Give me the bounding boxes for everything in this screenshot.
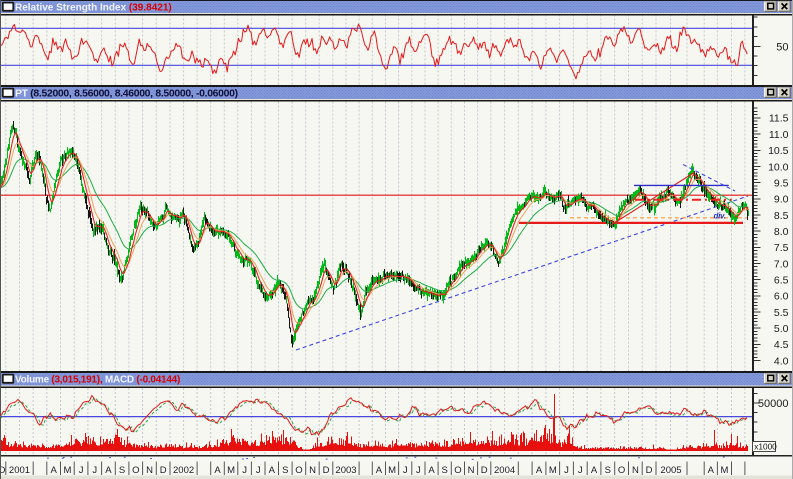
- svg-text:PT (8.52000, 8.56000, 8.46000,: PT (8.52000, 8.56000, 8.46000, 8.50000, …: [15, 88, 238, 99]
- svg-text:A: A: [105, 465, 112, 476]
- svg-text:J: J: [92, 465, 97, 476]
- svg-text:5.0: 5.0: [774, 323, 789, 335]
- svg-text:N: N: [309, 465, 316, 476]
- svg-text:M: M: [388, 465, 396, 476]
- svg-text:O: O: [454, 465, 461, 476]
- svg-text:J: J: [578, 465, 583, 476]
- svg-text:O: O: [618, 465, 625, 476]
- svg-text:50000: 50000: [758, 398, 789, 410]
- svg-text:6.0: 6.0: [774, 291, 789, 303]
- svg-text:A: A: [376, 465, 383, 476]
- svg-text:J: J: [564, 465, 569, 476]
- svg-text:N: N: [146, 465, 153, 476]
- svg-text:A: A: [269, 465, 276, 476]
- svg-text:A: A: [591, 465, 598, 476]
- svg-text:x1000: x1000: [754, 442, 777, 452]
- svg-text:7.5: 7.5: [774, 242, 789, 254]
- svg-text:8.0: 8.0: [774, 226, 789, 238]
- svg-text:A: A: [214, 465, 221, 476]
- svg-text:11.5: 11.5: [769, 113, 789, 125]
- svg-text:A: A: [536, 465, 543, 476]
- svg-text:11.0: 11.0: [769, 129, 789, 141]
- svg-text:6.5: 6.5: [774, 275, 789, 287]
- svg-text:N: N: [632, 465, 639, 476]
- svg-text:O: O: [295, 465, 302, 476]
- svg-text:A: A: [708, 465, 715, 476]
- svg-text:10.5: 10.5: [768, 145, 789, 157]
- svg-text:J: J: [256, 465, 261, 476]
- svg-text:2001: 2001: [9, 465, 30, 476]
- svg-text:7.0: 7.0: [774, 258, 789, 270]
- svg-text:2005: 2005: [660, 465, 681, 476]
- svg-text:M: M: [549, 465, 557, 476]
- svg-text:D: D: [0, 465, 6, 476]
- svg-text:S: S: [282, 465, 288, 476]
- svg-text:9.5: 9.5: [774, 177, 789, 189]
- svg-text:D: D: [323, 465, 330, 476]
- svg-text:4.5: 4.5: [774, 339, 789, 351]
- svg-text:50: 50: [776, 42, 788, 54]
- svg-text:9.0: 9.0: [774, 194, 789, 206]
- svg-text:M: M: [721, 465, 729, 476]
- svg-text:D: D: [160, 465, 167, 476]
- svg-text:M: M: [63, 465, 71, 476]
- svg-text:4.0: 4.0: [774, 355, 789, 367]
- svg-text:10.0: 10.0: [768, 161, 789, 173]
- svg-text:N: N: [468, 465, 475, 476]
- svg-text:S: S: [605, 465, 611, 476]
- svg-text:div.: div.: [714, 212, 726, 221]
- svg-text:2004: 2004: [494, 465, 515, 476]
- svg-text:5.5: 5.5: [774, 307, 789, 319]
- svg-text:S: S: [119, 465, 125, 476]
- svg-text:J: J: [416, 465, 421, 476]
- svg-text:A: A: [51, 465, 58, 476]
- svg-text:M: M: [227, 465, 235, 476]
- svg-text:2003: 2003: [335, 465, 356, 476]
- svg-text:J: J: [242, 465, 247, 476]
- svg-text:J: J: [79, 465, 84, 476]
- svg-text:S: S: [442, 465, 448, 476]
- svg-text:Volume (3,015,191), MACD (-0.0: Volume (3,015,191), MACD (-0.04144): [15, 375, 180, 386]
- svg-text:J: J: [403, 465, 408, 476]
- svg-text:D: D: [646, 465, 653, 476]
- svg-text:A: A: [428, 465, 435, 476]
- svg-text:8.5: 8.5: [774, 210, 789, 222]
- svg-text:2002: 2002: [173, 465, 194, 476]
- svg-text:D: D: [481, 465, 488, 476]
- svg-text:O: O: [132, 465, 139, 476]
- svg-text:Relative Strength Index (39.84: Relative Strength Index (39.8421): [15, 2, 172, 13]
